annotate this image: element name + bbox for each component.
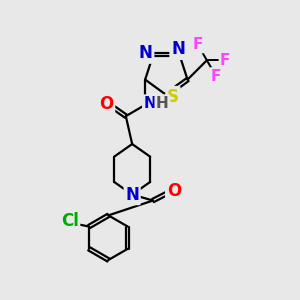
Text: S: S: [167, 88, 179, 106]
Text: N: N: [139, 44, 153, 62]
Text: N: N: [125, 186, 139, 204]
Text: F: F: [220, 53, 230, 68]
Text: F: F: [193, 37, 203, 52]
Text: F: F: [211, 69, 221, 84]
Text: H: H: [156, 96, 169, 111]
Text: Cl: Cl: [61, 212, 79, 230]
Text: N: N: [143, 96, 156, 111]
Text: O: O: [99, 95, 114, 113]
Text: O: O: [167, 182, 181, 200]
Text: N: N: [171, 40, 185, 58]
